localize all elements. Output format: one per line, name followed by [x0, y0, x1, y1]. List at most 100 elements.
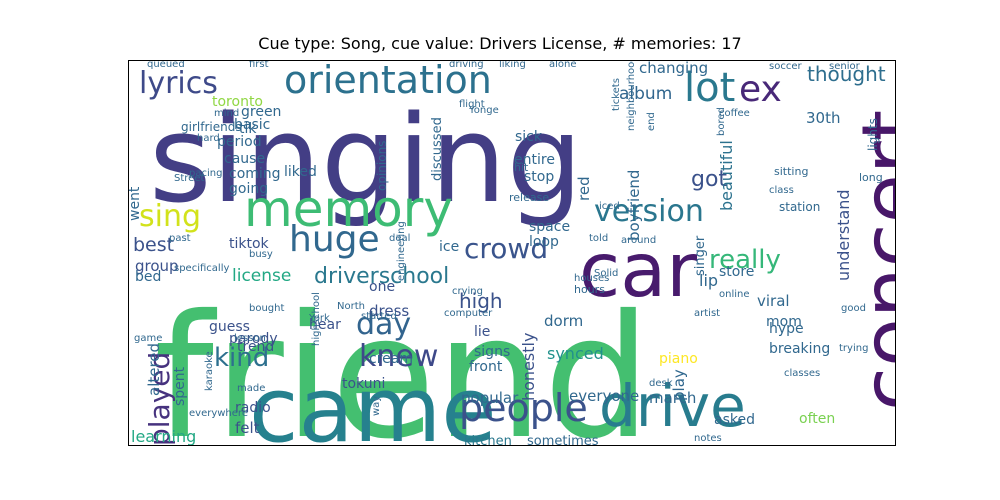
word-dress: dress [369, 302, 409, 320]
word-past: past [169, 233, 191, 244]
word-radio: radio [235, 400, 271, 416]
word-really: really [709, 245, 781, 275]
word-came: came [249, 358, 497, 446]
word-bed: bed [135, 269, 161, 285]
plot-title: Cue type: Song, cue value: Drivers Licen… [258, 34, 742, 53]
word-learning: learning [131, 427, 196, 446]
word-sometimes: sometimes [527, 434, 599, 446]
word-long: long [859, 171, 883, 184]
word-march: march [649, 389, 696, 407]
word-license: license [232, 266, 291, 286]
word-orientation: orientation [284, 61, 492, 102]
word-often: often [799, 411, 835, 427]
word-concert: concert [845, 110, 896, 411]
word-going: going [229, 181, 268, 197]
word-singer: singer [693, 235, 708, 276]
word-yonge: Yonge [468, 105, 499, 116]
word-crying: crying [452, 286, 483, 297]
word-kitchen: kitchen [464, 434, 512, 446]
word-spent: spent [172, 366, 188, 406]
word-told: told [589, 233, 608, 244]
word-changing: changing [639, 61, 708, 77]
word-first: first [249, 61, 269, 70]
word-driving: driving [449, 61, 484, 70]
word-toronto: toronto [212, 94, 263, 110]
word-lesson: lesson [234, 333, 266, 344]
word-everywhere: everywhere [189, 408, 248, 419]
word-iced: iced [599, 201, 620, 212]
word-specifically: specifically [174, 263, 229, 274]
word-played: played [143, 352, 176, 446]
word-opinions: opinions [375, 141, 389, 191]
word-release: release [509, 191, 549, 204]
word-altered: altered [145, 343, 163, 396]
word-soccer: soccer [769, 61, 802, 72]
word-desk: desk [649, 378, 673, 389]
word-york: York [308, 313, 330, 324]
word-busy: busy [249, 249, 273, 260]
word-deal: deal [389, 233, 410, 244]
word-felt: felt [235, 419, 260, 437]
word-street: Street [174, 173, 204, 184]
word-singing: singing [149, 91, 583, 230]
word-popular: popular [461, 389, 519, 407]
word-lights: lights [866, 118, 880, 151]
word-kind: kind [214, 343, 269, 373]
word-bored: bored [716, 107, 727, 136]
word-album: album [619, 84, 672, 104]
word-sick: sick [515, 129, 543, 145]
word-way: way [371, 396, 382, 416]
word-mind: mind [214, 108, 239, 119]
word-play: play [670, 369, 688, 401]
word-hit: hit [514, 161, 529, 174]
word-coffee: coffee [719, 108, 750, 119]
word-day: day [356, 307, 411, 342]
word-space: space [529, 219, 570, 235]
word-girlfriends: girlfriends [181, 120, 242, 134]
word-started: started [361, 311, 397, 322]
word-drive: drive [599, 372, 746, 440]
word-sing: sing [139, 199, 201, 234]
word-parody: parody [229, 331, 278, 347]
word-liked: liked [284, 164, 317, 180]
word-computer: computer [444, 308, 493, 319]
word-hours: hours [574, 283, 605, 296]
word-honestly: honestly [519, 333, 538, 401]
word-entire: entire [514, 152, 555, 168]
word-guess: guess [209, 319, 250, 335]
word-hype: hype [769, 321, 804, 337]
word-best: best [133, 234, 174, 256]
word-online: online [719, 289, 750, 300]
word-30th: 30th [806, 109, 840, 127]
word-signs: signs [474, 344, 510, 360]
word-memory: memory [244, 180, 453, 238]
word-cream: cream [369, 351, 413, 367]
word-basic: basic [234, 117, 270, 133]
word-lip: lip [699, 271, 718, 290]
word-sitting: sitting [774, 165, 808, 178]
word-huge: huge [289, 219, 380, 260]
word-piano: piano [659, 351, 698, 367]
word-loop: loop [529, 234, 559, 250]
word-lyrics: lyrics [139, 66, 218, 101]
word-tokuni: tokuni [342, 376, 385, 392]
word-version: version [594, 194, 704, 229]
word-beautiful: beautiful [717, 140, 736, 211]
word-liking: liking [499, 61, 526, 70]
word-coming: coming [229, 166, 281, 182]
word-lot: lot [684, 65, 735, 111]
word-breaking: breaking [769, 341, 830, 357]
word-artist: artist [694, 308, 720, 319]
word-tiktok: tiktok [229, 236, 270, 252]
word-stop: stop [524, 169, 554, 185]
word-class: class [769, 185, 794, 196]
word-thought: thought [807, 62, 886, 86]
word-group: group [135, 257, 179, 275]
word-synced: synced [547, 344, 604, 363]
word-discussed: discussed [430, 117, 445, 181]
word-notes: notes [694, 433, 722, 444]
word-hard: hard [197, 133, 220, 144]
word-houses: houses [574, 273, 609, 284]
word-asked: asked [714, 412, 755, 428]
